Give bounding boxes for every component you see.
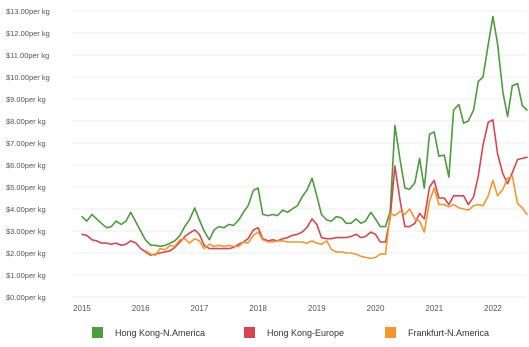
x-tick-label: 2017 [191, 304, 209, 313]
gridlines [72, 10, 527, 298]
y-tick-label: $11.00per kg [6, 51, 49, 60]
legend-item-hong-kong-europe[interactable]: Hong Kong-Europe [244, 327, 344, 338]
series-line-frankfurt-n-america [144, 175, 528, 260]
y-tick-label: $1.00per kg [6, 271, 46, 280]
line-chart: $0.00per kg $1.00per kg $2.00per kg $3.00pe… [6, 7, 528, 313]
x-tick-label: 2016 [132, 304, 150, 313]
y-axis-tick-labels: $0.00per kg $1.00per kg $2.00per kg $3.00pe… [6, 7, 50, 302]
series-line-hong-kong-europe [81, 119, 528, 256]
y-tick-label: $7.00per kg [6, 139, 46, 148]
legend-item-hong-kong-n-america[interactable]: Hong Kong-N.America [92, 327, 205, 338]
legend: Hong Kong-N.America Hong Kong-Europe Fra… [0, 327, 529, 345]
x-tick-label: 2021 [425, 304, 443, 313]
y-tick-label: $13.00per kg [6, 7, 50, 16]
x-tick-label: 2015 [73, 304, 91, 313]
legend-swatch-frankfurt-n-america [385, 327, 396, 338]
y-tick-label: $8.00per kg [6, 117, 46, 126]
y-tick-label: $10.00per kg [6, 73, 50, 82]
y-tick-label: $6.00per kg [6, 161, 46, 170]
legend-swatch-hong-kong-n-america [92, 327, 103, 338]
legend-label-hong-kong-europe: Hong Kong-Europe [267, 327, 345, 338]
y-tick-label: $4.00per kg [6, 205, 46, 214]
y-tick-label: $0.00per kg [6, 293, 46, 302]
legend-item-frankfurt-n-america[interactable]: Frankfurt-N.America [385, 327, 489, 338]
x-tick-label: 2019 [308, 304, 326, 313]
x-axis-tick-labels: 2015 2016 2017 2018 2019 2020 2021 2022 [73, 304, 502, 313]
legend-label-frankfurt-n-america: Frankfurt-N.America [408, 327, 490, 338]
x-tick-label: 2022 [484, 304, 502, 313]
y-tick-label: $2.00per kg [6, 249, 46, 258]
y-tick-label: $5.00per kg [6, 183, 46, 192]
y-tick-label: $9.00per kg [6, 95, 46, 104]
series-lines [81, 15, 528, 260]
legend-label-hong-kong-n-america: Hong Kong-N.America [115, 327, 206, 338]
legend-swatch-hong-kong-europe [244, 327, 255, 338]
y-tick-label: $3.00per kg [6, 227, 46, 236]
series-line-hong-kong-n-america [81, 15, 528, 248]
y-tick-label: $12.00per kg [6, 29, 50, 38]
x-tick-label: 2020 [367, 304, 385, 313]
x-tick-label: 2018 [249, 304, 267, 313]
